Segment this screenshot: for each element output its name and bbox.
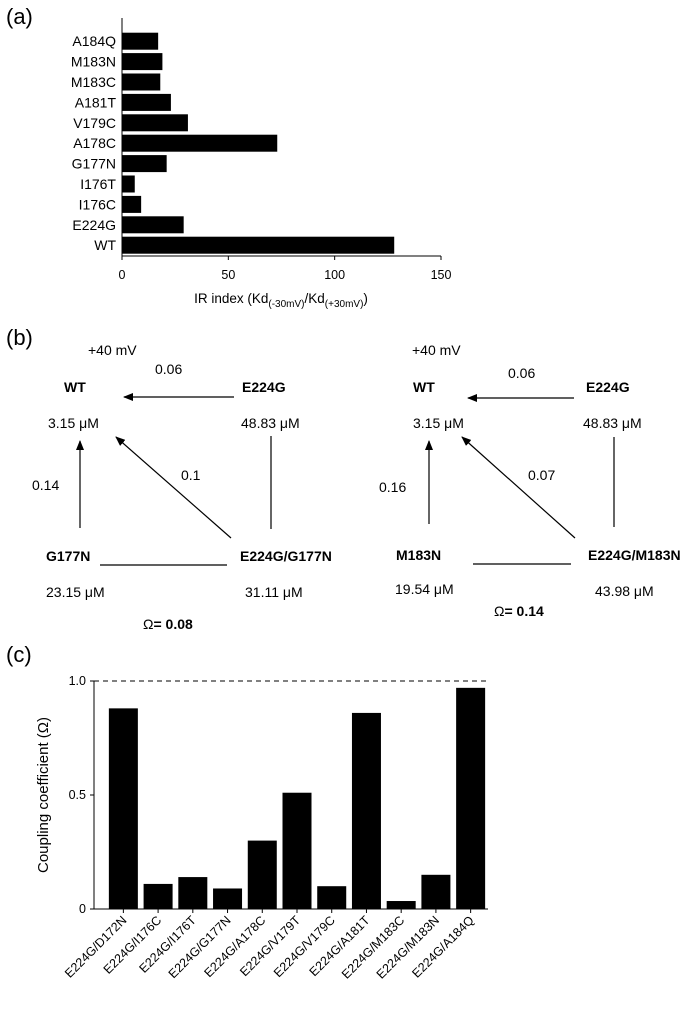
thermodynamic-cycle-m183n: +40 mV WT 3.15 μM E224G 48.83 μM M183N 1… [379, 342, 681, 619]
x-tick-label: E224G/A178C [201, 913, 268, 980]
cycle-double-label: E224G/G177N [240, 548, 332, 564]
bar-g177n [122, 155, 167, 173]
bar-e224g-d172n [108, 708, 138, 909]
omega-label: Ω= 0.14 [494, 603, 544, 619]
cycle-wt-kd: 3.15 μM [413, 415, 464, 431]
bar-e224g-a178c [247, 840, 277, 909]
cycle-mutant-kd: 23.15 μM [46, 584, 105, 600]
cycle-mutant-label: M183N [396, 547, 441, 563]
bar-a181t [122, 93, 171, 111]
bar-e224g [122, 216, 184, 234]
bar-v179c [122, 114, 188, 132]
bar-i176t [122, 175, 135, 193]
bar-i176c [122, 195, 142, 213]
cycle-mutant-kd: 19.54 μM [395, 581, 454, 597]
arrow-left-value: 0.16 [379, 479, 406, 495]
x-tick-label: E224G/A181T [307, 913, 373, 979]
arrow-double-to-wt [461, 436, 576, 539]
cycle-e224g-kd: 48.83 μM [583, 415, 642, 431]
cycle-mutant-label: G177N [46, 548, 90, 564]
bar-wt [122, 236, 395, 254]
cycle-double-kd: 31.11 μM [245, 584, 303, 600]
cycle-wt-label: WT [413, 379, 435, 395]
thermodynamic-cycle-g177n: +40 mV WT 3.15 μM E224G 48.83 μM G177N 2… [32, 342, 332, 632]
arrow-top-value: 0.06 [508, 365, 535, 381]
panel-a-chart: A184Q M183N M183C A181T V179C A178C G177N I176T… [71, 18, 452, 310]
cycle-voltage-label: +40 mV [88, 342, 137, 358]
arrow-diagonal-value: 0.1 [181, 467, 201, 483]
category-label: M183N [71, 54, 116, 70]
panel-label-c: (c) [6, 642, 32, 667]
cycle-e224g-label: E224G [242, 379, 286, 395]
y-tick-label: 1.0 [69, 674, 86, 688]
bar-m183n [122, 53, 163, 71]
bar-e224g-g177n [213, 888, 243, 909]
bar-a178c [122, 134, 278, 152]
y-tick-label: 0.5 [69, 788, 86, 802]
arrow-diagonal-value: 0.07 [528, 467, 555, 483]
category-label: A184Q [72, 33, 116, 49]
cycle-wt-label: WT [64, 379, 86, 395]
bar-e224g-m183c [386, 901, 416, 909]
category-label: I176C [79, 196, 116, 212]
bar-e224g-i176t [178, 877, 208, 909]
x-tick-label: E224G/V179C [271, 913, 338, 980]
arrow-double-to-wt [115, 436, 232, 539]
cycle-e224g-label: E224G [586, 379, 630, 395]
category-label: A178C [73, 135, 116, 151]
bar-a184q [122, 32, 159, 50]
panel-label-b: (b) [6, 325, 33, 350]
bar-e224g-m183n [421, 874, 451, 909]
category-label: WT [94, 237, 116, 253]
arrow-left-value: 0.14 [32, 477, 59, 493]
x-tick-label: 50 [221, 268, 235, 282]
cycle-double-label: E224G/M183N [588, 547, 681, 563]
category-label: G177N [72, 156, 116, 172]
panel-label-a: (a) [6, 4, 33, 29]
arrow-top-value: 0.06 [155, 361, 182, 377]
y-tick-label: 0 [79, 902, 86, 916]
bar-e224g-a184q [456, 687, 486, 909]
category-label: V179C [73, 115, 116, 131]
category-label: A181T [75, 94, 117, 110]
bar-e224g-i176c [143, 883, 173, 909]
category-label: I176T [80, 176, 116, 192]
bar-m183c [122, 73, 161, 91]
category-label: E224G [72, 217, 116, 233]
bar-e224g-v179t [282, 792, 312, 909]
bar-e224g-a181t [351, 712, 381, 909]
cycle-wt-kd: 3.15 μM [48, 415, 99, 431]
x-tick-label: 150 [431, 268, 452, 282]
category-label: M183C [71, 74, 116, 90]
cycle-double-kd: 43.98 μM [595, 583, 654, 599]
x-tick-label: E224G/V179T [237, 913, 303, 979]
x-tick-label: 100 [324, 268, 345, 282]
x-tick-label: 0 [119, 268, 126, 282]
panel-a-x-axis-title: IR index (Kd(-30mV)/Kd(+30mV)) [194, 291, 368, 310]
panel-c-chart: E224G/D172NE224G/I176CE224G/I176TE224G/G… [35, 674, 488, 982]
x-tick-label: E224G/A184Q [409, 913, 477, 981]
cycle-voltage-label: +40 mV [412, 342, 461, 358]
bar-e224g-v179c [317, 886, 347, 909]
cycle-e224g-kd: 48.83 μM [241, 415, 300, 431]
omega-label: Ω= 0.08 [143, 616, 193, 632]
panel-c-y-axis-title: Coupling coefficient (Ω) [35, 717, 52, 873]
